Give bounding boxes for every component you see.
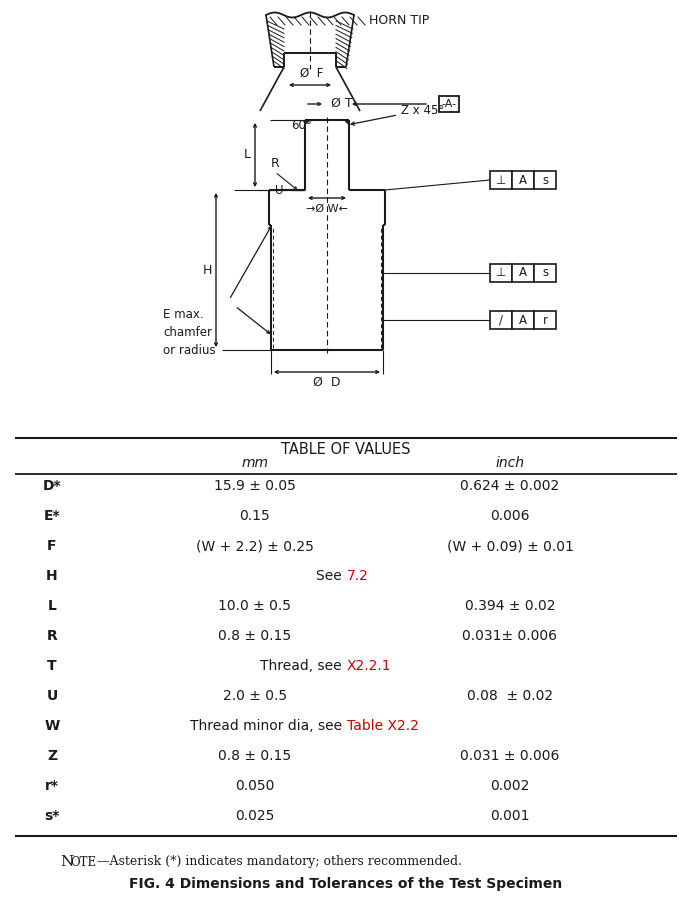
Text: 7.2: 7.2 [347,569,369,583]
Text: A: A [519,313,527,326]
Text: 15.9 ± 0.05: 15.9 ± 0.05 [214,479,296,493]
Text: D*: D* [43,479,62,493]
Text: s: s [542,174,548,187]
Text: s*: s* [44,809,60,823]
Text: Ø  D: Ø D [313,376,340,389]
Text: X2.2.1: X2.2.1 [347,659,392,673]
Text: inch: inch [495,456,525,470]
Text: 0.394 ± 0.02: 0.394 ± 0.02 [465,599,555,613]
Text: T: T [47,659,57,673]
Text: 0.001: 0.001 [490,809,530,823]
Text: H: H [46,569,58,583]
Text: U: U [46,689,57,703]
Text: E max.
chamfer
or radius: E max. chamfer or radius [163,308,216,357]
Bar [490,171,512,189]
Text: 0.050: 0.050 [235,779,275,793]
Text: 2.0 ± 0.5: 2.0 ± 0.5 [223,689,287,703]
Text: 0.15: 0.15 [239,509,271,523]
Text: TABLE OF VALUES: TABLE OF VALUES [281,441,411,457]
Text: 0.031 ± 0.006: 0.031 ± 0.006 [460,749,560,763]
Text: A: A [519,174,527,187]
Text: U: U [275,184,284,197]
Bar [534,264,556,282]
Text: 0.025: 0.025 [235,809,275,823]
Text: Z: Z [47,749,57,763]
Text: R: R [271,157,280,170]
Text: F: F [47,539,57,553]
Text: 0.8 ± 0.15: 0.8 ± 0.15 [219,749,291,763]
Text: 0.002: 0.002 [491,779,529,793]
Text: Z x 45°: Z x 45° [351,103,444,125]
Bar [490,311,512,329]
Text: E*: E* [44,509,60,523]
Bar [512,171,534,189]
Text: 0.08  ± 0.02: 0.08 ± 0.02 [467,689,553,703]
Text: ⊥: ⊥ [496,174,506,187]
Text: Ø T: Ø T [331,97,353,110]
Bar [512,311,534,329]
Text: N: N [60,855,73,869]
Text: OTE: OTE [70,855,96,869]
Text: W: W [44,719,60,733]
Text: /: / [499,313,503,326]
Text: —Asterisk (*) indicates mandatory; others recommended.: —Asterisk (*) indicates mandatory; other… [97,855,462,869]
Text: r*: r* [45,779,59,793]
Text: 60°: 60° [291,119,312,132]
Text: -A-: -A- [441,99,457,109]
Text: ⊥: ⊥ [496,266,506,279]
Bar [490,264,512,282]
Text: 0.624 ± 0.002: 0.624 ± 0.002 [460,479,560,493]
Text: Table X2.2: Table X2.2 [347,719,419,733]
Text: →Ø W←: →Ø W← [306,204,348,214]
Text: HORN TIP: HORN TIP [369,14,429,26]
Text: 0.8 ± 0.15: 0.8 ± 0.15 [219,629,291,643]
Text: Ø  F: Ø F [300,67,324,80]
Text: H: H [203,264,212,276]
Text: 0.031± 0.006: 0.031± 0.006 [462,629,558,643]
Text: 10.0 ± 0.5: 10.0 ± 0.5 [219,599,291,613]
Text: r: r [543,313,547,326]
Text: A: A [519,266,527,279]
Bar [534,171,556,189]
Text: Thread minor dia, see: Thread minor dia, see [190,719,346,733]
Text: FIG. 4 Dimensions and Tolerances of the Test Specimen: FIG. 4 Dimensions and Tolerances of the … [129,877,563,891]
Bar [534,311,556,329]
Text: s: s [542,266,548,279]
Text: 0.006: 0.006 [490,509,530,523]
Bar [512,264,534,282]
Text: (W + 0.09) ± 0.01: (W + 0.09) ± 0.01 [446,539,574,553]
Text: Thread, see: Thread, see [260,659,346,673]
Text: R: R [46,629,57,643]
Text: mm: mm [242,456,268,470]
Text: See: See [316,569,346,583]
Text: L: L [48,599,57,613]
Text: L: L [244,149,251,161]
Text: (W + 2.2) ± 0.25: (W + 2.2) ± 0.25 [196,539,314,553]
